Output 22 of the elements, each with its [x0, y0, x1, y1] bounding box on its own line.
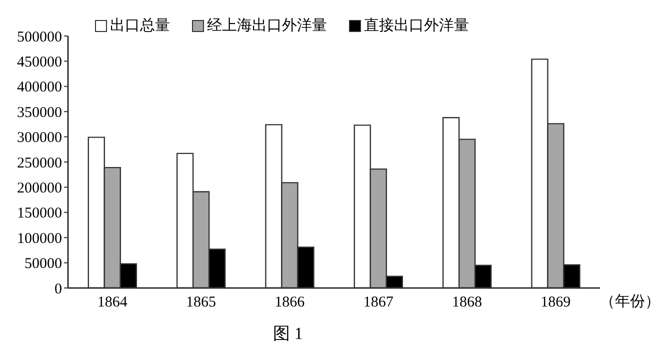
y-tick-label: 150000	[17, 206, 62, 222]
legend-label: 经上海出口外洋量	[207, 16, 327, 35]
y-tick-label: 50000	[24, 256, 62, 272]
x-tick-label: 1866	[274, 294, 306, 311]
x-tick-label: 1865	[186, 294, 216, 311]
y-tick-label: 350000	[17, 104, 62, 121]
caption: 图 1	[272, 323, 304, 345]
y-tick-label: 400000	[17, 80, 62, 96]
x-tick-label: 1864	[97, 294, 128, 311]
y-tick-label: 500000	[17, 29, 62, 46]
legend-label: 出口总量	[110, 16, 170, 35]
y-tick-label: 200000	[17, 180, 62, 197]
x-tick-label: 1869	[540, 294, 571, 311]
y-tick-label: 100000	[17, 230, 62, 247]
legend-label: 直接出口外洋量	[364, 16, 469, 35]
x-tick-label: 1868	[452, 294, 482, 311]
x-axis-title: （年份）	[600, 293, 654, 311]
x-tick-label: 1867	[363, 294, 394, 311]
y-tick-label: 450000	[17, 54, 62, 71]
y-tick-label: 250000	[17, 155, 62, 172]
y-tick-label: 300000	[17, 130, 62, 146]
y-tick-label: 0	[54, 281, 62, 298]
